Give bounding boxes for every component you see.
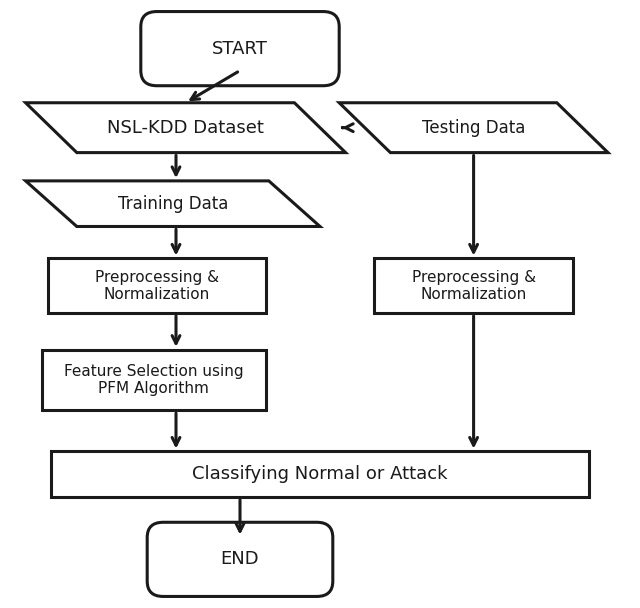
Bar: [51, 451, 589, 497]
Polygon shape: [26, 103, 346, 153]
Bar: [42, 350, 266, 410]
Bar: [48, 258, 266, 313]
Polygon shape: [26, 181, 320, 226]
Text: END: END: [221, 550, 259, 568]
Text: Testing Data: Testing Data: [422, 119, 525, 137]
Text: Classifying Normal or Attack: Classifying Normal or Attack: [192, 465, 448, 483]
Bar: [374, 258, 573, 313]
Text: NSL-KDD Dataset: NSL-KDD Dataset: [107, 119, 264, 137]
Text: START: START: [212, 40, 268, 58]
Text: Feature Selection using
PFM Algorithm: Feature Selection using PFM Algorithm: [64, 364, 243, 396]
Polygon shape: [339, 103, 608, 153]
Text: Training Data: Training Data: [118, 195, 228, 213]
Text: Preprocessing &
Normalization: Preprocessing & Normalization: [412, 269, 536, 302]
FancyBboxPatch shape: [147, 522, 333, 596]
FancyBboxPatch shape: [141, 12, 339, 86]
Text: Preprocessing &
Normalization: Preprocessing & Normalization: [95, 269, 219, 302]
